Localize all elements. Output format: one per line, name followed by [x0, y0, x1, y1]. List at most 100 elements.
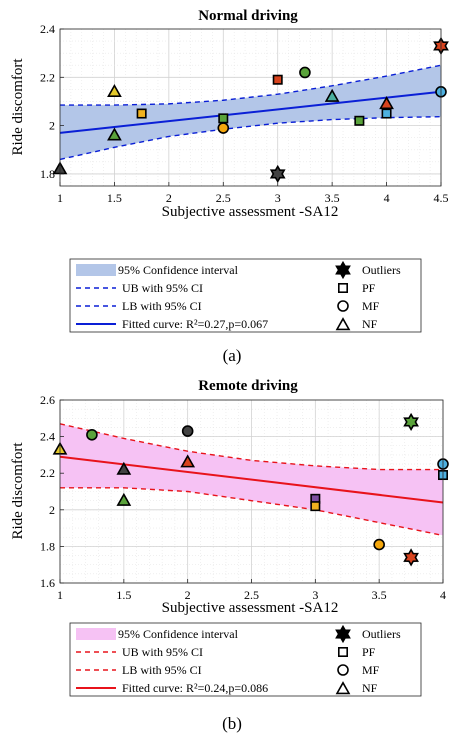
- legend-b-lb-label: LB with 95% CI: [122, 663, 202, 677]
- legend-outlier-marker: [335, 624, 351, 644]
- legend-a-pf-label: PF: [362, 281, 376, 295]
- legend-a-band-label: 95% Confidence interval: [118, 263, 239, 277]
- legend-b: 95% Confidence interval UB with 95% CI L…: [69, 622, 422, 697]
- chart-b-title: Remote driving: [198, 378, 298, 394]
- data-point-square: [381, 108, 392, 119]
- legend-a-mf-label: MF: [362, 299, 380, 313]
- chart-a-y-label: Ride discomfort: [10, 58, 26, 156]
- legend-pf-marker: [337, 646, 348, 657]
- legend-mf-marker: [337, 300, 349, 312]
- x-tick-label: 1.5: [116, 588, 131, 602]
- x-tick-label: 2.5: [216, 191, 231, 205]
- y-tick-label: 2: [49, 119, 55, 133]
- chart-a-fitted-curve: [59, 90, 442, 134]
- x-tick-label: 1: [57, 191, 63, 205]
- legend-b-band-label: 95% Confidence interval: [118, 627, 239, 641]
- chart-a-title: Normal driving: [198, 8, 298, 24]
- x-tick-label: 2: [185, 588, 191, 602]
- legend-a-ub-label: UB with 95% CI: [122, 281, 203, 295]
- y-tick-label: 2.4: [40, 22, 55, 36]
- x-tick-label: 4: [440, 588, 446, 602]
- x-tick-label: 3: [312, 588, 318, 602]
- fit-line: [59, 90, 442, 134]
- data-point-square: [272, 74, 283, 85]
- legend-b-nf-label: NF: [362, 681, 378, 695]
- chart-b-x-label: Subjective assessment -SA12: [162, 600, 339, 616]
- data-point-circle: [181, 425, 194, 437]
- data-point-triangle: [116, 492, 132, 506]
- legend-b-band-swatch: [76, 628, 116, 640]
- data-point-square: [218, 113, 229, 124]
- legend-pf-marker: [337, 282, 348, 293]
- data-point-triangle: [107, 127, 122, 141]
- ci-lower-bound: [60, 487, 444, 537]
- x-tick-label: 4.5: [434, 191, 449, 205]
- caption-a: (a): [223, 346, 242, 365]
- data-point-hexagram: [403, 412, 419, 432]
- data-point-triangle: [180, 454, 196, 468]
- data-point-square: [354, 115, 365, 126]
- chart-b-y-ticks: 1.6 1.8 2 2.2 2.4 2.6: [40, 393, 64, 590]
- x-tick-label: 1: [57, 588, 63, 602]
- chart-a-y-ticks: 1.8 2 2.2 2.4: [40, 22, 64, 181]
- legend-a-lb-label: LB with 95% CI: [122, 299, 202, 313]
- data-point-circle: [86, 428, 98, 441]
- legend-b-markers: [335, 624, 351, 695]
- y-tick-label: 2.2: [40, 70, 55, 84]
- data-point-circle: [217, 122, 230, 134]
- ci-upper-bound: [60, 64, 442, 106]
- legend-a-nf-label: NF: [362, 317, 378, 331]
- chart-b-points: [52, 412, 449, 567]
- chart-b-x-ticks: 1 1.5 2 2.5 3 3.5 4: [57, 579, 446, 602]
- legend-b-outliers-label: Outliers: [362, 627, 401, 641]
- x-tick-label: 2.5: [244, 588, 259, 602]
- y-tick-label: 2: [49, 503, 55, 517]
- data-point-square: [310, 501, 321, 512]
- legend-b-mf-label: MF: [362, 663, 380, 677]
- legend-b-box: [69, 622, 422, 697]
- caption-b: (b): [222, 714, 242, 733]
- y-tick-label: 1.8: [40, 167, 55, 181]
- y-tick-label: 2.4: [40, 430, 55, 444]
- legend-a-box: [69, 258, 422, 333]
- data-point-circle: [373, 538, 385, 551]
- chart-a-plot-frame: [59, 28, 442, 187]
- legend-mf-marker: [337, 664, 349, 676]
- y-tick-label: 1.6: [40, 576, 55, 590]
- panel-a-normal-driving: Normal driving 1 1.5 2 2.5 3 3.5 4 4.5 1.8 2 2.2 2…: [10, 8, 449, 220]
- x-tick-label: 3.5: [372, 588, 387, 602]
- chart-a-x-ticks: 1 1.5 2 2.5 3 3.5 4 4.5: [57, 182, 449, 205]
- ci-upper-bound: [59, 423, 443, 471]
- legend-outlier-marker: [335, 260, 351, 280]
- y-tick-label: 1.8: [40, 539, 55, 553]
- legend-b-pf-label: PF: [362, 645, 376, 659]
- legend-nf-marker: [335, 317, 351, 331]
- data-point-square: [136, 108, 147, 119]
- data-point-triangle: [379, 96, 394, 110]
- x-tick-label: 1.5: [107, 191, 122, 205]
- legend-b-ub-label: UB with 95% CI: [122, 645, 203, 659]
- x-tick-label: 2: [166, 191, 172, 205]
- chart-b-y-label: Ride discomfort: [10, 442, 26, 540]
- x-tick-label: 4: [384, 191, 390, 205]
- data-point-hexagram: [403, 548, 419, 567]
- data-point-circle: [299, 66, 311, 79]
- chart-a-points: [52, 36, 449, 184]
- y-tick-label: 2.6: [40, 393, 55, 407]
- legend-nf-marker: [335, 681, 351, 695]
- legend-a-markers: [335, 260, 351, 331]
- chart-a-x-label: Subjective assessment -SA12: [162, 204, 339, 220]
- chart-b-ci-bounds: [59, 423, 444, 537]
- x-tick-label: 3.5: [325, 191, 340, 205]
- legend-a-outliers-label: Outliers: [362, 263, 401, 277]
- legend-a-band-swatch: [76, 264, 116, 276]
- legend-b-fit-label: Fitted curve: R²=0.24,p=0.086: [122, 681, 268, 695]
- data-point-hexagram: [269, 164, 286, 184]
- chart-a-ci-bounds: [59, 64, 442, 161]
- data-point-triangle: [116, 461, 132, 475]
- x-tick-label: 3: [275, 191, 281, 205]
- legend-a: 95% Confidence interval UB with 95% CI L…: [69, 258, 422, 333]
- legend-a-fit-label: Fitted curve: R²=0.27,p=0.067: [122, 317, 268, 331]
